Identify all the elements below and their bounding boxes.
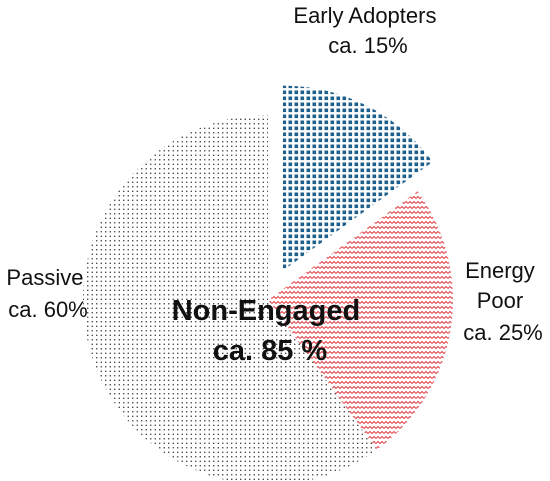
label-energy-poor-line-2: Poor bbox=[477, 288, 523, 313]
label-energy-poor-line-1: Energy bbox=[465, 258, 535, 283]
label-passive-line-2: ca. 60% bbox=[8, 297, 88, 322]
label-non-engaged: Non-Engaged ca. 85 % bbox=[172, 295, 369, 367]
label-early-adopters-line-1: Early Adopters bbox=[293, 3, 436, 28]
label-non-engaged-line-1: Non-Engaged bbox=[172, 295, 361, 327]
slice-passive bbox=[83, 115, 377, 481]
label-non-engaged-line-2: ca. 85 % bbox=[213, 335, 328, 367]
label-passive: Passive ca. 60% bbox=[6, 265, 89, 322]
label-energy-poor: Energy Poor ca. 25% bbox=[463, 258, 543, 345]
label-early-adopters-line-2: ca. 15% bbox=[328, 33, 408, 58]
slice-early-adopters bbox=[282, 85, 433, 271]
label-passive-line-1: Passive bbox=[6, 265, 83, 290]
label-energy-poor-line-3: ca. 25% bbox=[463, 320, 543, 345]
label-early-adopters: Early Adopters ca. 15% bbox=[293, 3, 442, 58]
slice-energy-poor bbox=[268, 191, 454, 450]
